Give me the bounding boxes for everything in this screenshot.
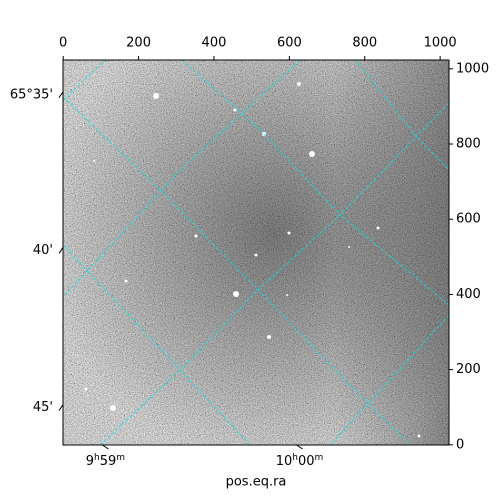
y-tick-label: 400 <box>456 287 481 302</box>
dec-tick <box>58 91 64 99</box>
dec-tick-label: 40' <box>33 243 53 258</box>
ra-label-part: h <box>292 453 298 463</box>
coordinate-grid <box>63 60 449 445</box>
y-tick-label: 600 <box>456 212 481 227</box>
ra-label-part: m <box>315 453 324 463</box>
x-tick-label: 1000 <box>424 36 457 51</box>
ra-label-part: h <box>94 453 100 463</box>
ra-tick <box>296 444 303 450</box>
ra-tick <box>102 444 109 450</box>
x-tick-label: 0 <box>59 36 67 51</box>
x-tick-label: 600 <box>277 36 302 51</box>
ra-label-part: m <box>116 453 125 463</box>
x-axis-label: pos.eq.ra <box>226 475 287 490</box>
y-tick-label: 200 <box>456 362 481 377</box>
ra-label-part: 9 <box>86 454 94 469</box>
frame <box>62 59 450 446</box>
x-tick-label: 800 <box>352 36 377 51</box>
stars <box>84 82 421 438</box>
dec-tick <box>58 404 64 411</box>
dec-tick <box>58 247 64 254</box>
y-tick-label: 0 <box>456 437 464 452</box>
ra-label-part: 59 <box>100 454 117 469</box>
ra-tick-label: 10h00m <box>276 453 324 469</box>
dec-tick-label: 45' <box>33 400 53 415</box>
dec-tick-label: 65°35' <box>10 87 53 102</box>
ra-tick-label: 9h59m <box>86 453 125 469</box>
ra-label-part: 10 <box>276 454 293 469</box>
y-tick-label: 1000 <box>456 61 489 76</box>
ra-label-part: 00 <box>298 454 315 469</box>
image <box>63 60 449 445</box>
y-tick-label: 800 <box>456 137 481 152</box>
x-tick-label: 400 <box>202 36 227 51</box>
x-tick-label: 200 <box>126 36 151 51</box>
